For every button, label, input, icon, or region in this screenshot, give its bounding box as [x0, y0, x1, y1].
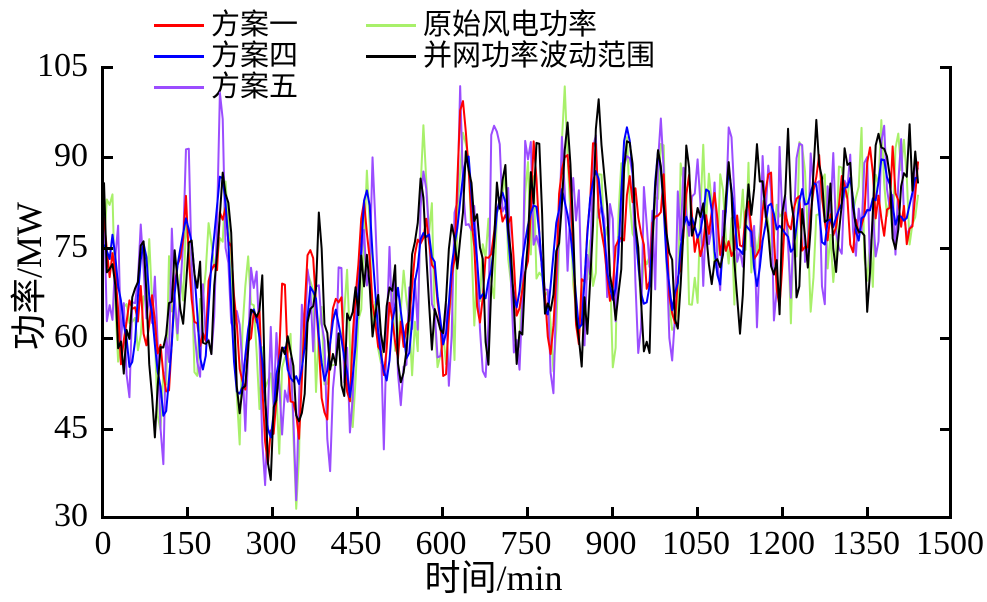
y-tick-90-right: [940, 156, 952, 159]
legend-item-fangan-wu: 方案五: [154, 73, 298, 102]
x-tick-600: [441, 507, 444, 519]
x-tick-1050: [696, 507, 699, 519]
x-tick-1350: [866, 507, 869, 519]
line-swatch-red-icon: [154, 24, 204, 27]
x-tick-label-900: 900: [585, 525, 637, 562]
x-tick-label-0: 0: [94, 525, 112, 562]
y-tick-label-105: 105: [37, 47, 88, 84]
x-tick-label-1500: 1500: [916, 525, 984, 562]
x-tick-label-1350: 1350: [832, 525, 900, 562]
y-tick-label-30: 30: [54, 497, 88, 534]
legend-item-original-wind-power: 原始风电功率: [366, 11, 597, 40]
y-tick-label-60: 60: [54, 318, 88, 355]
series-line: [104, 100, 920, 466]
y-tick-60: [101, 337, 113, 340]
legend-label: 并网功率波动范围: [423, 40, 656, 72]
x-tick-150: [186, 507, 189, 519]
y-tick-label-45: 45: [54, 409, 88, 446]
plot-clip: [104, 66, 949, 516]
x-axis-title: 时间/min: [424, 558, 563, 598]
line-swatch-green-icon: [366, 24, 416, 27]
x-tick-label-450: 450: [330, 525, 382, 562]
line-swatch-purple-icon: [154, 86, 204, 89]
legend-label: 方案一: [211, 9, 299, 41]
legend-item-grid-power-fluctuation-range: 并网功率波动范围: [366, 42, 655, 71]
x-tick-1200: [781, 507, 784, 519]
y-tick-105-right: [940, 66, 952, 69]
legend-label: 方案四: [211, 40, 299, 72]
y-tick-75: [101, 247, 113, 250]
legend-item-fangan-yi: 方案一: [154, 11, 298, 40]
y-tick-30-right: [940, 516, 952, 519]
x-tick-300: [271, 507, 274, 519]
series-canvas: [104, 85, 920, 510]
x-tick-label-150: 150: [160, 525, 212, 562]
series-line: [104, 98, 920, 481]
y-tick-30: [101, 516, 113, 519]
x-tick-label-1200: 1200: [747, 525, 815, 562]
x-tick-label-1050: 1050: [662, 525, 730, 562]
x-tick-label-300: 300: [245, 525, 297, 562]
line-swatch-black-icon: [366, 55, 416, 58]
y-tick-45-right: [940, 428, 952, 431]
y-tick-90: [101, 156, 113, 159]
y-tick-60-right: [940, 337, 952, 340]
legend-item-fangan-si: 方案四: [154, 42, 298, 71]
x-tick-label-750: 750: [500, 525, 552, 562]
x-tick-label-600: 600: [415, 525, 467, 562]
line-swatch-blue-icon: [154, 55, 204, 58]
legend-label: 原始风电功率: [423, 9, 598, 41]
y-tick-45: [101, 428, 113, 431]
y-tick-label-90: 90: [54, 137, 88, 174]
y-tick-label-75: 75: [54, 228, 88, 265]
y-tick-75-right: [940, 247, 952, 250]
x-tick-750: [526, 507, 529, 519]
y-tick-105: [101, 66, 113, 69]
y-axis-title: 功率/MW: [9, 202, 49, 350]
x-tick-450: [356, 507, 359, 519]
legend-label: 方案五: [211, 71, 299, 103]
plot-area: [101, 66, 952, 519]
x-tick-900: [611, 507, 614, 519]
chart-legend: 方案一 方案四 方案五 原始风电功率 并网功率波动范围: [118, 2, 738, 102]
